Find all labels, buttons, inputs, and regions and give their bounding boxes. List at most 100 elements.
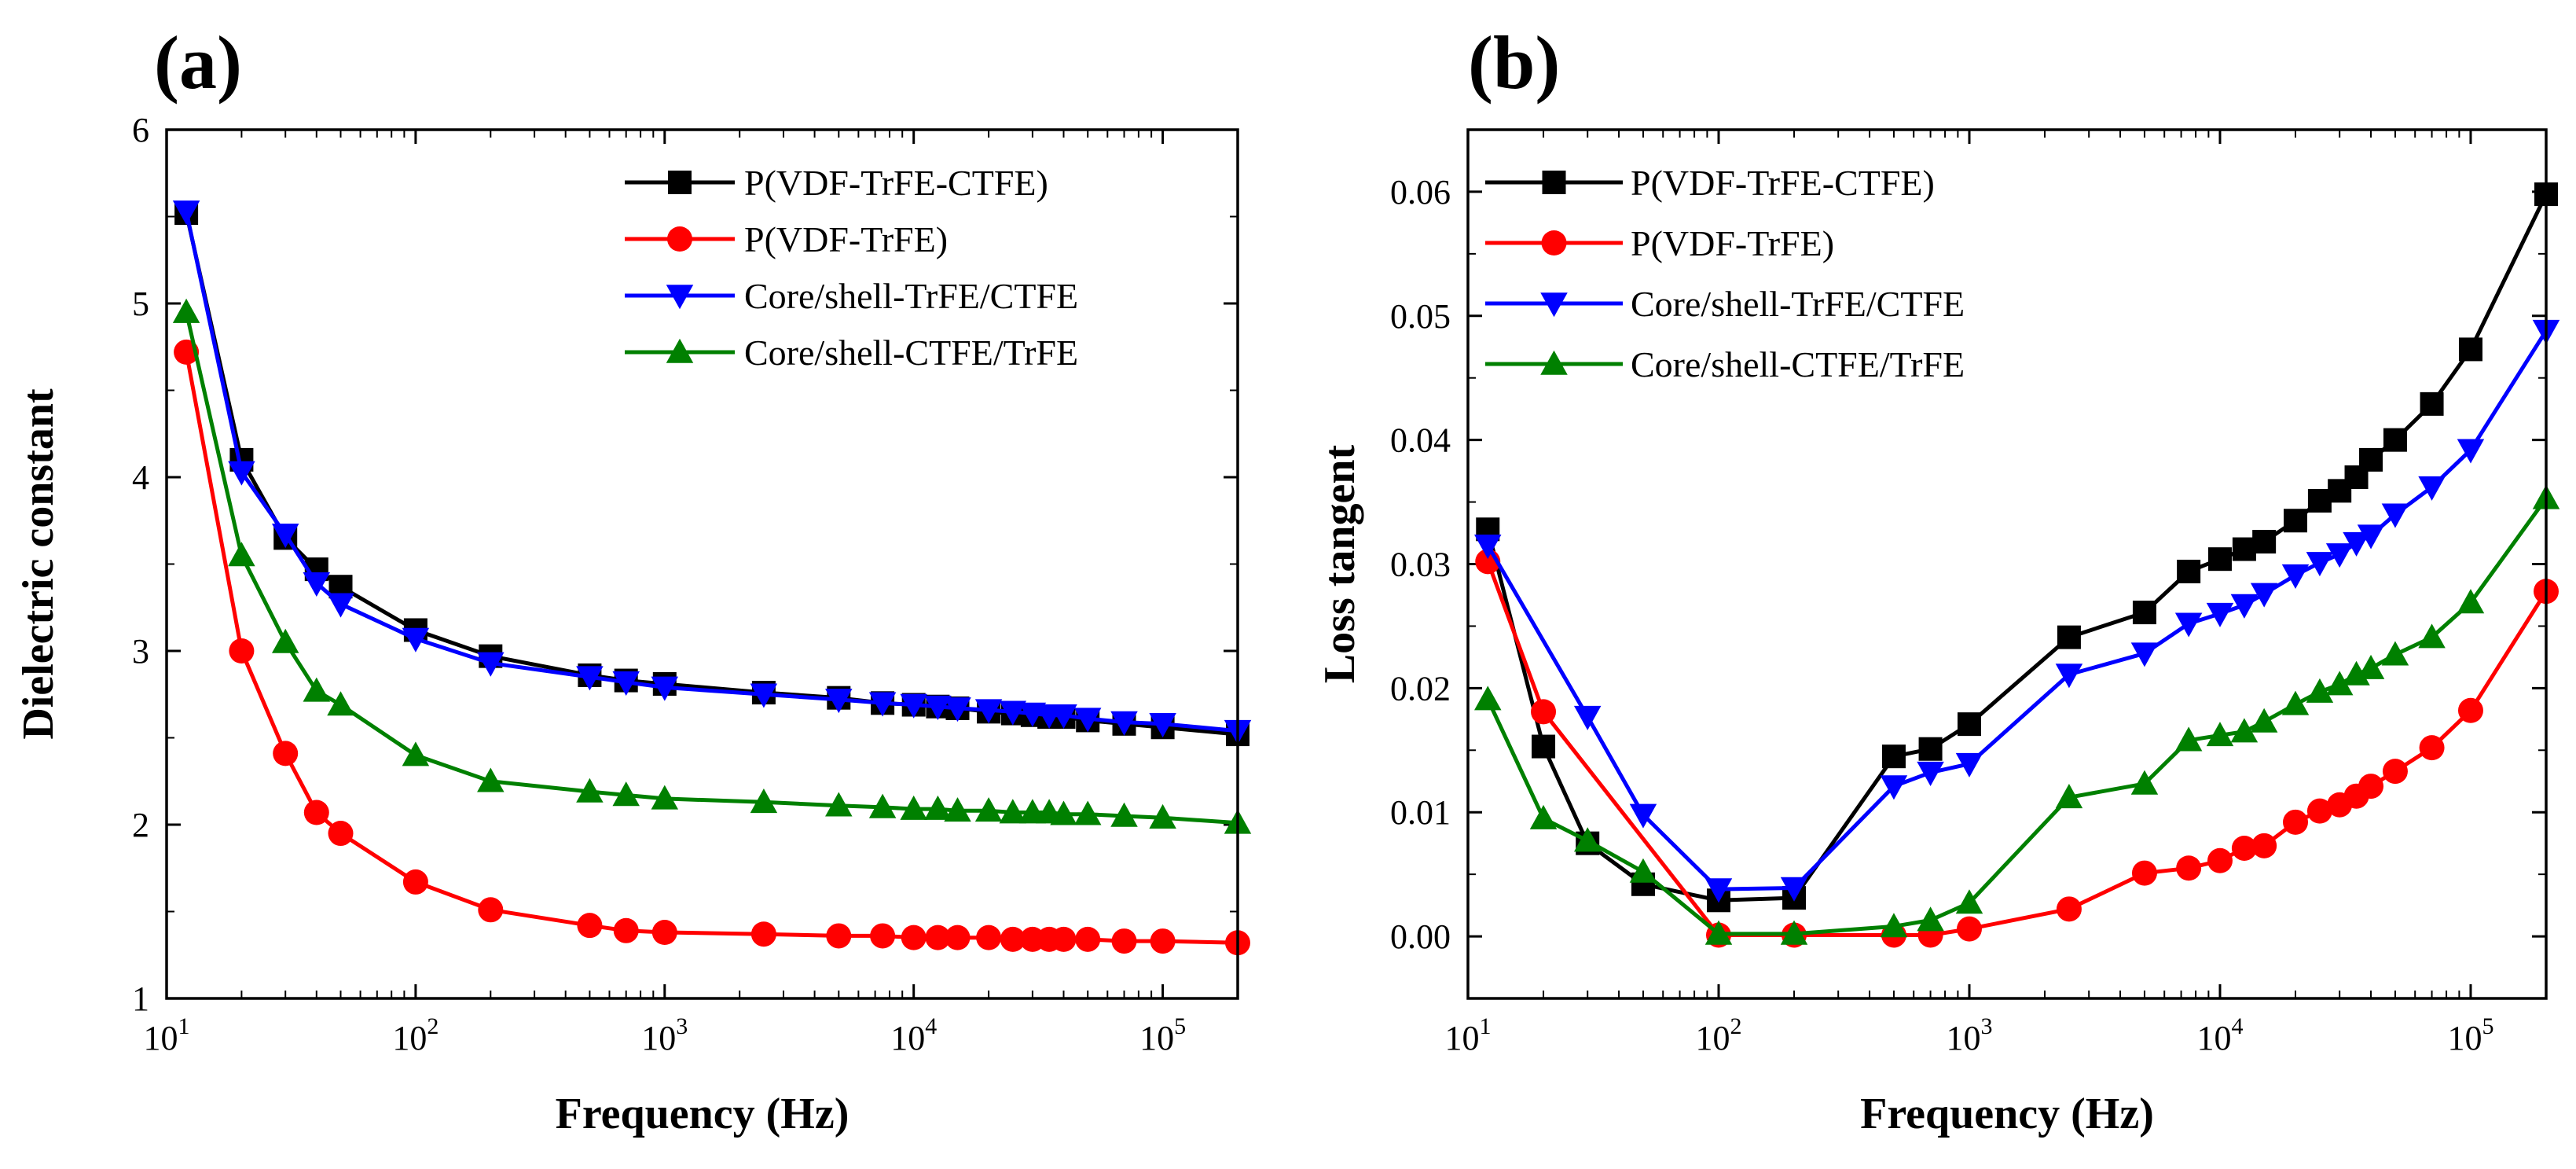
data-point bbox=[2132, 601, 2156, 625]
data-point bbox=[1474, 686, 1502, 711]
y-tick-label: 0.03 bbox=[1390, 546, 1451, 584]
data-point bbox=[2252, 530, 2277, 554]
data-point bbox=[2382, 759, 2408, 785]
data-point bbox=[2230, 594, 2259, 619]
data-point bbox=[1529, 804, 1558, 829]
data-point bbox=[944, 697, 971, 722]
x-tick-label: 104 bbox=[2196, 1013, 2243, 1057]
series-2 bbox=[1475, 549, 2559, 948]
legend-label: P(VDF-TrFE-CTFE) bbox=[744, 163, 1048, 203]
data-point bbox=[2457, 589, 2485, 614]
data-point bbox=[1880, 775, 1908, 800]
series-2 bbox=[174, 339, 1250, 956]
data-point bbox=[1956, 916, 1982, 942]
y-tick-label: 0.04 bbox=[1390, 421, 1451, 460]
data-point bbox=[2458, 337, 2482, 362]
legend: P(VDF-TrFE-CTFE) P(VDF-TrFE) Core/shell-Tr… bbox=[625, 163, 1078, 373]
data-point bbox=[2357, 654, 2385, 679]
data-point bbox=[2306, 678, 2334, 703]
data-point bbox=[2306, 798, 2332, 824]
data-point bbox=[2283, 809, 2309, 835]
x-tick-label: 103 bbox=[641, 1013, 688, 1057]
panel-label: (b) bbox=[1468, 20, 1560, 105]
data-point bbox=[2357, 524, 2385, 550]
series-3 bbox=[172, 200, 1252, 744]
data-point bbox=[1918, 737, 1943, 761]
y-axis-title: Loss tangent bbox=[1316, 444, 1364, 683]
chart-panel-1: (a) 101 102 103 104 105 1 2 3 4 5 6 Frequency (Hz) Di… bbox=[14, 20, 1252, 1138]
data-point bbox=[2418, 623, 2446, 649]
data-point bbox=[2131, 860, 2157, 886]
plot-frame bbox=[1466, 128, 2548, 1000]
data-point bbox=[900, 795, 927, 820]
x-tick-label: 101 bbox=[144, 1013, 190, 1057]
data-point bbox=[2306, 552, 2334, 577]
data-point bbox=[1531, 699, 1557, 725]
legend-label: Core/shell-TrFE/CTFE bbox=[1631, 284, 1965, 324]
x-tick-label: 103 bbox=[1946, 1013, 1992, 1057]
data-point bbox=[1880, 913, 1908, 938]
data-point bbox=[1573, 705, 1602, 730]
data-point bbox=[1050, 704, 1077, 730]
data-point bbox=[1075, 926, 1101, 952]
series-1 bbox=[174, 201, 1249, 747]
data-point bbox=[1917, 761, 1944, 786]
data-point bbox=[2230, 718, 2259, 743]
data-point bbox=[2420, 392, 2444, 416]
data-point bbox=[2251, 833, 2277, 858]
data-point bbox=[2418, 476, 2446, 501]
data-point bbox=[478, 897, 504, 923]
data-point bbox=[327, 593, 354, 618]
data-point bbox=[900, 693, 927, 719]
data-point bbox=[1111, 928, 1137, 954]
data-point bbox=[2284, 509, 2308, 533]
y-tick-label: 0.05 bbox=[1390, 297, 1451, 336]
data-point bbox=[576, 777, 604, 803]
data-point bbox=[2177, 559, 2201, 583]
data-point bbox=[273, 741, 299, 766]
data-point bbox=[1573, 827, 1602, 852]
y-tick-label: 1 bbox=[132, 980, 149, 1018]
data-point bbox=[612, 671, 640, 697]
data-point bbox=[2130, 770, 2159, 795]
data-point bbox=[577, 913, 603, 939]
data-point bbox=[229, 638, 255, 664]
data-point bbox=[612, 781, 640, 807]
data-point bbox=[2281, 564, 2310, 589]
data-point bbox=[2457, 697, 2483, 723]
data-point bbox=[402, 869, 428, 895]
data-point bbox=[2207, 547, 2232, 572]
y-tick-label: 3 bbox=[132, 632, 149, 671]
data-point bbox=[870, 923, 896, 949]
data-point bbox=[974, 699, 1003, 724]
data-point bbox=[477, 652, 505, 677]
data-point bbox=[303, 677, 331, 702]
data-point bbox=[1050, 800, 1077, 825]
data-point bbox=[1051, 926, 1077, 952]
data-point bbox=[1704, 878, 1733, 903]
data-point bbox=[651, 785, 679, 810]
data-point bbox=[303, 800, 329, 825]
data-point bbox=[2055, 664, 2083, 689]
data-point bbox=[2130, 642, 2159, 667]
data-point bbox=[1780, 877, 1808, 902]
legend: P(VDF-TrFE-CTFE) P(VDF-TrFE) Core/shell-Tr… bbox=[1485, 163, 1965, 384]
x-axis-title: Frequency (Hz) bbox=[1860, 1090, 2154, 1138]
data-point bbox=[2207, 847, 2233, 873]
data-point bbox=[613, 917, 639, 943]
y-tick-label: 0.01 bbox=[1390, 793, 1451, 832]
data-point bbox=[1149, 803, 1176, 829]
legend-label: P(VDF-TrFE) bbox=[744, 219, 948, 259]
data-point bbox=[2056, 896, 2082, 922]
y-tick-label: 6 bbox=[132, 111, 149, 149]
data-point bbox=[901, 925, 927, 950]
data-point bbox=[825, 792, 853, 817]
data-point bbox=[1957, 712, 1981, 737]
data-point bbox=[2281, 690, 2310, 715]
data-point bbox=[944, 797, 971, 822]
data-point bbox=[477, 767, 505, 792]
data-point bbox=[1000, 926, 1026, 952]
data-point bbox=[1917, 906, 1944, 932]
data-point bbox=[750, 789, 778, 814]
